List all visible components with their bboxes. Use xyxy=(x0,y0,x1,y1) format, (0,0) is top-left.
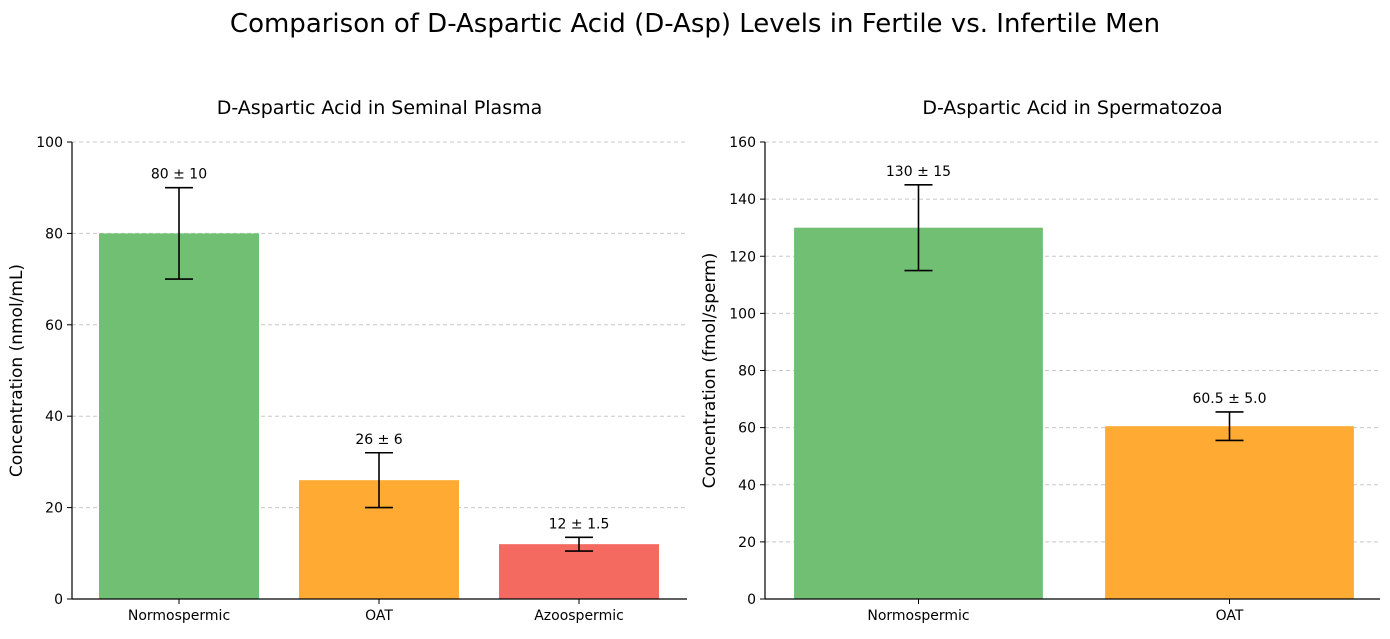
chart2-x-tick-label: Normospermic xyxy=(867,608,969,624)
chart2-bar-normospermic xyxy=(794,227,1043,599)
chart1-title: D-Aspartic Acid in Seminal Plasma xyxy=(217,97,543,119)
chart1-x-tick-label: OAT xyxy=(365,608,393,624)
chart1-bar-azoospermic xyxy=(499,544,659,599)
chart1-data-label: 12 ± 1.5 xyxy=(549,516,610,532)
chart1-y-tick-label: 100 xyxy=(36,135,63,151)
chart2-y-tick-label: 40 xyxy=(738,478,756,494)
figure-title: Comparison of D-Aspartic Acid (D-Asp) Le… xyxy=(230,9,1160,39)
chart2-y-tick-label: 20 xyxy=(738,535,756,551)
chart1-y-tick-label: 40 xyxy=(45,409,63,425)
chart1-bar-normospermic xyxy=(99,233,259,599)
chart2-y-tick-label: 60 xyxy=(738,421,756,437)
chart2-y-axis-label: Concentration (fmol/sperm) xyxy=(700,253,720,489)
chart2-title: D-Aspartic Acid in Spermatozoa xyxy=(922,97,1222,119)
chart1-y-tick-label: 60 xyxy=(45,318,63,334)
chart2-y-tick-label: 140 xyxy=(729,192,756,208)
chart2-data-label: 60.5 ± 5.0 xyxy=(1192,391,1266,407)
chart1-y-tick-label: 80 xyxy=(45,226,63,242)
chart2-bar-oat xyxy=(1105,426,1354,599)
chart2-y-tick-label: 120 xyxy=(729,249,756,265)
chart2-x-tick-label: OAT xyxy=(1216,608,1244,624)
chart1-x-tick-label: Normospermic xyxy=(128,608,230,624)
chart2-y-tick-label: 160 xyxy=(729,135,756,151)
chart2-y-tick-label: 80 xyxy=(738,364,756,380)
chart2-y-tick-label: 0 xyxy=(747,592,756,608)
chart1-data-label: 26 ± 6 xyxy=(355,432,402,448)
chart1-data-label: 80 ± 10 xyxy=(151,167,207,183)
chart2-data-label: 130 ± 15 xyxy=(886,164,951,180)
chart1-y-axis-label: Concentration (nmol/mL) xyxy=(7,264,27,477)
chart2-y-tick-label: 100 xyxy=(729,306,756,322)
chart1-y-tick-label: 0 xyxy=(54,592,63,608)
chart1-y-tick-label: 20 xyxy=(45,501,63,517)
chart1-x-tick-label: Azoospermic xyxy=(534,608,624,624)
